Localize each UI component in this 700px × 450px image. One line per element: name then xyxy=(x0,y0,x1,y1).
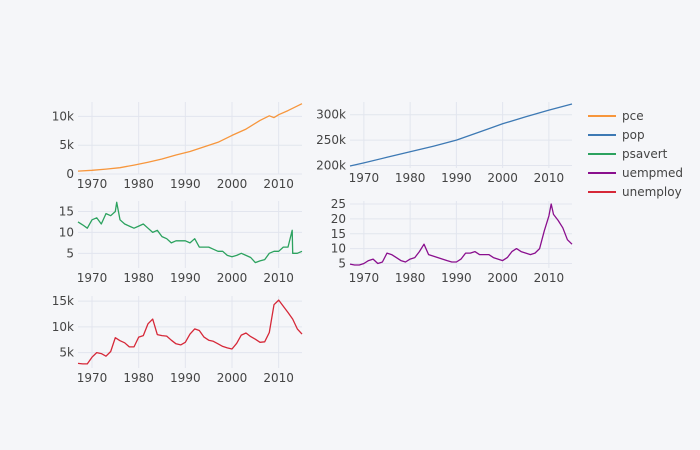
x-tick-label: 1990 xyxy=(170,271,201,285)
x-tick-label: 1970 xyxy=(349,171,380,185)
x-tick-label: 1990 xyxy=(170,371,201,385)
y-tick-label: 10k xyxy=(52,320,74,334)
x-tick-label: 1980 xyxy=(395,271,426,285)
x-tick-label: 2010 xyxy=(534,271,565,285)
y-tick-label: 5k xyxy=(59,138,74,152)
x-tick-label: 1970 xyxy=(77,271,108,285)
x-tick-label: 1980 xyxy=(123,177,154,191)
y-tick-label: 10k xyxy=(52,109,74,123)
x-tick-label: 2010 xyxy=(263,271,294,285)
y-tick-label: 5 xyxy=(66,246,74,260)
legend: pce pop psavert uempmed unemploy xyxy=(588,109,683,199)
legend-item-psavert[interactable]: psavert xyxy=(588,147,668,161)
subplot-unemploy: 1970 1980 1990 2000 2010 5k 10k 15k xyxy=(52,294,303,385)
series-line-pop xyxy=(349,103,573,167)
y-tick-label: 15 xyxy=(59,204,74,218)
legend-item-pce[interactable]: pce xyxy=(588,109,644,123)
y-tick-label: 300k xyxy=(316,108,346,122)
legend-label: pop xyxy=(622,128,645,142)
x-tick-label: 2000 xyxy=(217,271,248,285)
series-line-psavert xyxy=(77,201,303,264)
legend-label: unemploy xyxy=(622,185,682,199)
x-tick-label: 1970 xyxy=(77,371,108,385)
x-tick-label: 2000 xyxy=(217,371,248,385)
x-tick-label: 1990 xyxy=(441,271,472,285)
subplot-pce: 1970 1980 1990 2000 2010 0 5k 10k xyxy=(52,102,303,191)
x-tick-label: 1990 xyxy=(441,171,472,185)
y-tick-label: 25 xyxy=(331,197,346,211)
subplot-psavert: 1970 1980 1990 2000 2010 5 10 15 xyxy=(59,201,303,285)
y-tick-label: 250k xyxy=(316,133,346,147)
subplot-pop: 1970 1980 1990 2000 2010 200k 250k 300k xyxy=(316,102,573,185)
y-tick-label: 15k xyxy=(52,294,74,308)
y-tick-label: 10 xyxy=(331,242,346,256)
y-tick-label: 20 xyxy=(331,212,346,226)
x-tick-label: 2000 xyxy=(487,271,518,285)
legend-item-unemploy[interactable]: unemploy xyxy=(588,185,682,199)
legend-item-pop[interactable]: pop xyxy=(588,128,645,142)
y-tick-label: 5 xyxy=(338,257,346,271)
y-tick-label: 10 xyxy=(59,225,74,239)
x-tick-label: 1980 xyxy=(123,271,154,285)
x-tick-label: 1980 xyxy=(123,371,154,385)
series-line-pce xyxy=(77,103,303,172)
y-tick-label: 0 xyxy=(66,167,74,181)
x-tick-label: 2010 xyxy=(263,177,294,191)
x-tick-label: 2000 xyxy=(487,171,518,185)
legend-label: pce xyxy=(622,109,644,123)
legend-label: psavert xyxy=(622,147,668,161)
x-tick-label: 2010 xyxy=(263,371,294,385)
x-tick-label: 1990 xyxy=(170,177,201,191)
legend-item-uempmed[interactable]: uempmed xyxy=(588,166,683,180)
series-line-uempmed xyxy=(349,203,573,266)
x-tick-label: 2000 xyxy=(217,177,248,191)
series-line-unemploy xyxy=(77,299,303,365)
y-tick-label: 200k xyxy=(316,158,346,172)
y-tick-label: 5k xyxy=(59,346,74,360)
legend-label: uempmed xyxy=(622,166,683,180)
x-tick-label: 1980 xyxy=(395,171,426,185)
x-tick-label: 1970 xyxy=(349,271,380,285)
x-tick-label: 2010 xyxy=(534,171,565,185)
y-tick-label: 15 xyxy=(331,227,346,241)
x-tick-label: 1970 xyxy=(77,177,108,191)
